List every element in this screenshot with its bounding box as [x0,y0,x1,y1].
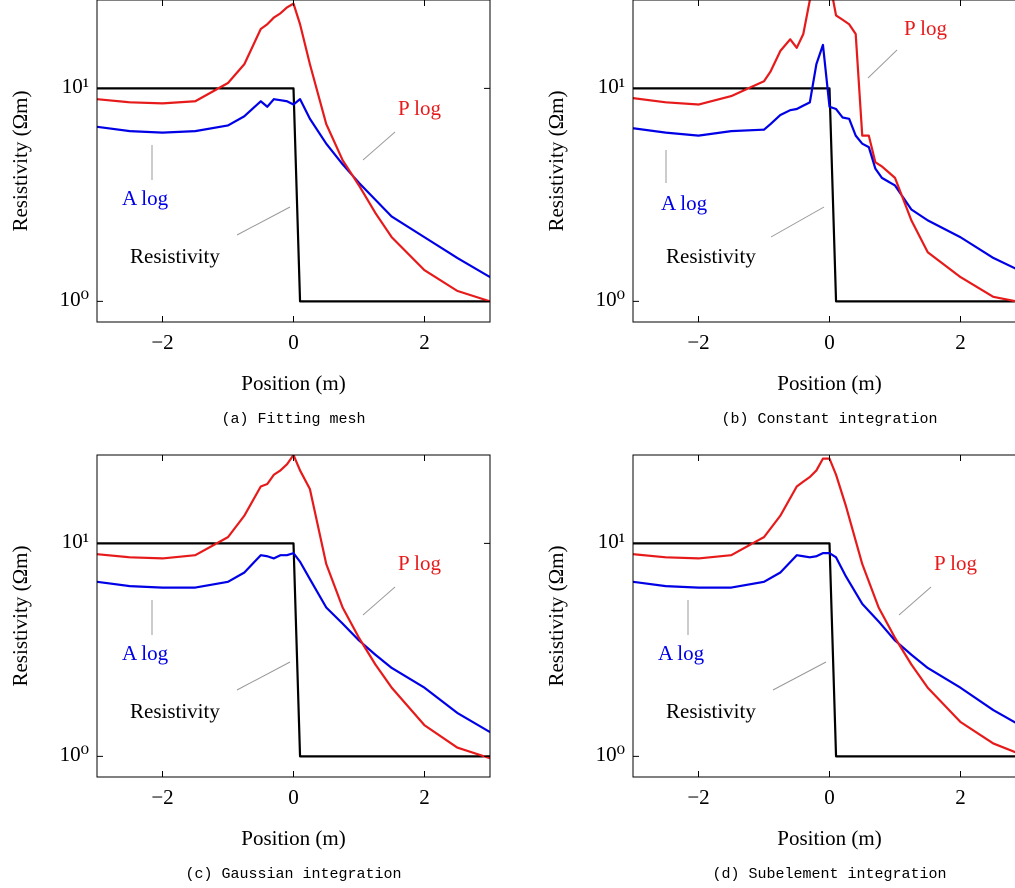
series-label: Resistivity [666,699,756,723]
x-tick-label: −2 [151,330,173,354]
x-tick-label: −2 [151,785,173,809]
label-pin [770,206,825,238]
x-tick-label: 0 [288,785,299,809]
label-pin [867,49,898,79]
series-label: P log [398,551,441,575]
series-label: P log [398,96,441,120]
label-pin [362,586,396,616]
x-tick-label: 2 [419,785,430,809]
series-line [633,0,1015,303]
x-tick-label: 0 [824,785,835,809]
series-line [97,87,490,303]
series-label: A log [122,186,169,210]
y-tick-label: 10⁰ [596,287,625,311]
x-tick-label: 0 [288,330,299,354]
series-line [97,542,490,758]
y-tick-label: 10¹ [598,529,625,553]
plot-area [633,457,1015,758]
series-label: P log [934,551,977,575]
series-line [633,542,1015,758]
y-tick-label: 10⁰ [596,742,625,766]
label-pin [898,586,932,616]
series-label: A log [658,641,705,665]
x-axis-title: Position (m) [777,371,881,395]
series-line [633,87,1015,303]
y-tick-label: 10¹ [62,74,89,98]
caption: (b) Constant integration [721,411,937,428]
series-line [97,552,490,734]
panel: −2 0 2 10⁰ 10¹ Position (m) Resistivity (Ωm) (c… [8,454,491,883]
caption: (d) Subelement integration [712,866,946,883]
y-tick-label: 10¹ [62,529,89,553]
series-label: P log [904,16,947,40]
axes-frame [632,454,1015,778]
series-line [633,43,1015,270]
series-line [633,457,1015,754]
caption: (c) Gaussian integration [185,866,401,883]
x-tick-label: 0 [824,330,835,354]
x-tick-label: 2 [955,785,966,809]
panel: −2 0 2 10⁰ 10¹ Position (m) Resistivity (Ωm) (d… [544,454,1015,883]
plot-area [97,2,490,303]
series-label: Resistivity [130,244,220,268]
series-label: Resistivity [130,699,220,723]
series-line [97,455,490,760]
caption: (a) Fitting mesh [221,411,365,428]
y-axis-title: Resistivity (Ωm) [8,90,32,231]
x-axis-title: Position (m) [241,826,345,850]
panel: −2 0 2 10⁰ 10¹ Position (m) Resistivity (Ωm) (b… [544,0,1015,428]
series-line [633,552,1015,724]
label-pin [772,661,827,691]
series-line [97,2,490,303]
plot-area [97,455,490,760]
y-axis-title: Resistivity (Ωm) [8,545,32,686]
panel: −2 0 2 10⁰ 10¹ Position (m) Resistivity (Ωm) (a… [8,0,491,428]
x-tick-label: 2 [419,330,430,354]
y-tick-label: 10¹ [598,74,625,98]
label-pin [362,131,396,161]
x-axis-title: Position (m) [241,371,345,395]
x-axis-title: Position (m) [777,826,881,850]
label-pin [236,661,291,691]
series-label: Resistivity [666,244,756,268]
y-axis-title: Resistivity (Ωm) [544,90,568,231]
x-tick-label: 2 [955,330,966,354]
y-tick-label: 10⁰ [60,287,89,311]
x-tick-label: −2 [687,330,709,354]
x-tick-label: −2 [687,785,709,809]
y-tick-label: 10⁰ [60,742,89,766]
series-label: A log [661,191,708,215]
series-label: A log [122,641,169,665]
label-pin [236,206,291,236]
series-line [97,98,490,279]
plot-area [633,0,1015,303]
y-axis-title: Resistivity (Ωm) [544,545,568,686]
